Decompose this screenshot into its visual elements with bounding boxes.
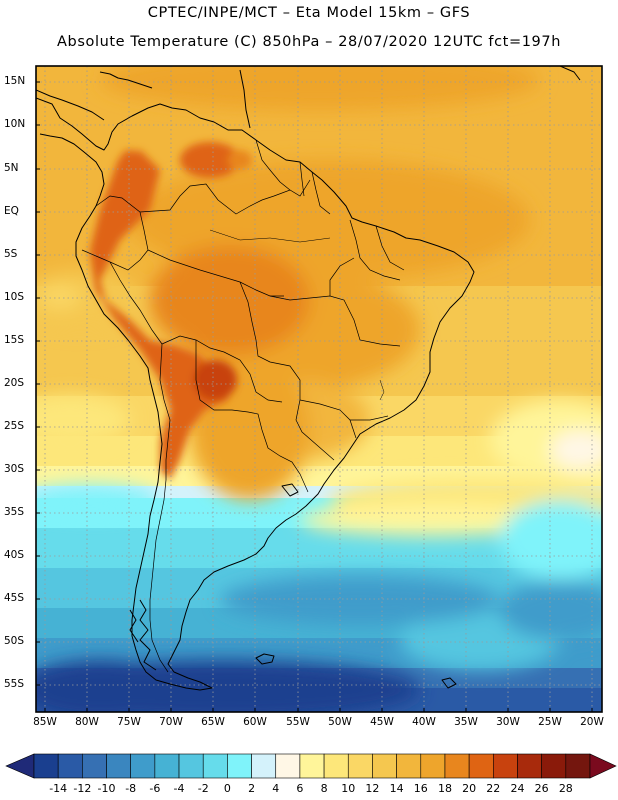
colorbar-swatch — [493, 753, 518, 779]
colorbar-tick-label: 2 — [248, 782, 256, 795]
lat-label: 15S — [4, 334, 25, 346]
lat-label: 25S — [4, 420, 25, 432]
lon-label: 35W — [454, 716, 478, 728]
lat-label: 5N — [4, 162, 19, 174]
colorbar-swatch — [541, 753, 567, 779]
colorbar-swatch — [154, 753, 180, 779]
lon-label: 65W — [201, 716, 225, 728]
colorbar-tick-label: 12 — [365, 782, 380, 795]
colorbar-swatch — [565, 753, 591, 779]
colorbar-swatch — [517, 753, 542, 779]
colorbar-swatch — [202, 753, 228, 779]
colorbar-swatch — [82, 753, 107, 779]
temperature-field — [36, 66, 602, 712]
lon-label: 75W — [117, 716, 141, 728]
colorbar-tick-label: -10 — [97, 782, 116, 795]
lat-label: 20S — [4, 377, 25, 389]
colorbar-tick-label: -12 — [73, 782, 92, 795]
coastline — [36, 66, 581, 691]
lat-label: 30S — [4, 463, 25, 475]
lon-label: 70W — [159, 716, 183, 728]
colorbar-tick-label: 28 — [558, 782, 573, 795]
lon-label: 50W — [328, 716, 352, 728]
colorbar-swatch — [347, 753, 373, 779]
colorbar-swatch — [299, 753, 325, 779]
lat-label: 5S — [4, 248, 18, 260]
lat-label: EQ — [4, 205, 19, 217]
lat-label: 40S — [4, 549, 25, 561]
colorbar-tick-label: -6 — [149, 782, 161, 795]
lon-label: 80W — [75, 716, 99, 728]
country-borders — [81, 139, 405, 673]
lat-label: 50S — [4, 635, 25, 647]
colorbar-tick-label: 10 — [341, 782, 356, 795]
colorbar-high-arrow — [589, 753, 617, 779]
colorbar-tick-label: 22 — [486, 782, 501, 795]
colorbar-low-arrow — [5, 753, 35, 779]
colorbar-tick-label: -14 — [49, 782, 68, 795]
colorbar-tick-label: -4 — [173, 782, 185, 795]
colorbar-tick-label: 16 — [413, 782, 428, 795]
colorbar-swatch — [468, 753, 494, 779]
colorbar-swatch — [130, 753, 156, 779]
axis-ticks — [36, 81, 593, 712]
map-title-model: CPTEC/INPE/MCT – Eta Model 15km – GFS — [147, 5, 471, 21]
lon-label: 45W — [370, 716, 394, 728]
lon-label: 55W — [286, 716, 310, 728]
lat-label: 15N — [4, 75, 26, 87]
lon-label: 25W — [538, 716, 562, 728]
colorbar-swatch — [57, 753, 83, 779]
colorbar-swatch — [323, 753, 349, 779]
colorbar-tick-label: 24 — [510, 782, 525, 795]
colorbar-swatch — [106, 753, 131, 779]
lat-label: 35S — [4, 506, 25, 518]
colorbar-tick-label: 14 — [389, 782, 404, 795]
colorbar-tick-label: 20 — [462, 782, 477, 795]
lon-label: 40W — [412, 716, 436, 728]
colorbar-tick-label: 26 — [534, 782, 549, 795]
colorbar-swatch — [372, 753, 397, 779]
colorbar — [5, 753, 617, 779]
lon-label: 85W — [33, 716, 57, 728]
lat-label: 10N — [4, 118, 26, 130]
colorbar-tick-label: 4 — [272, 782, 280, 795]
inland-water — [209, 229, 385, 401]
colorbar-swatch — [178, 753, 204, 779]
colorbar-tick-label: -8 — [125, 782, 137, 795]
lat-label: 10S — [4, 291, 25, 303]
colorbar-tick-label: -2 — [197, 782, 209, 795]
colorbar-tick-label: 8 — [320, 782, 328, 795]
colorbar-tick-label: 6 — [296, 782, 304, 795]
colorbar-swatch — [420, 753, 446, 779]
colorbar-swatch — [275, 753, 301, 779]
colorbar-tick-label: 0 — [223, 782, 231, 795]
lat-label: 45S — [4, 592, 25, 604]
lon-label: 20W — [580, 716, 604, 728]
lat-label: 55S — [4, 678, 25, 690]
colorbar-swatch — [251, 753, 277, 779]
map-title-variable: Absolute Temperature (C) 850hPa – 28/07/… — [57, 34, 561, 50]
colorbar-swatch — [227, 753, 252, 779]
map-frame — [35, 65, 603, 713]
lon-label: 60W — [243, 716, 267, 728]
colorbar-swatch — [444, 753, 470, 779]
colorbar-swatch — [33, 753, 59, 779]
lon-label: 30W — [496, 716, 520, 728]
colorbar-swatch — [396, 753, 422, 779]
colorbar-tick-label: 18 — [437, 782, 452, 795]
